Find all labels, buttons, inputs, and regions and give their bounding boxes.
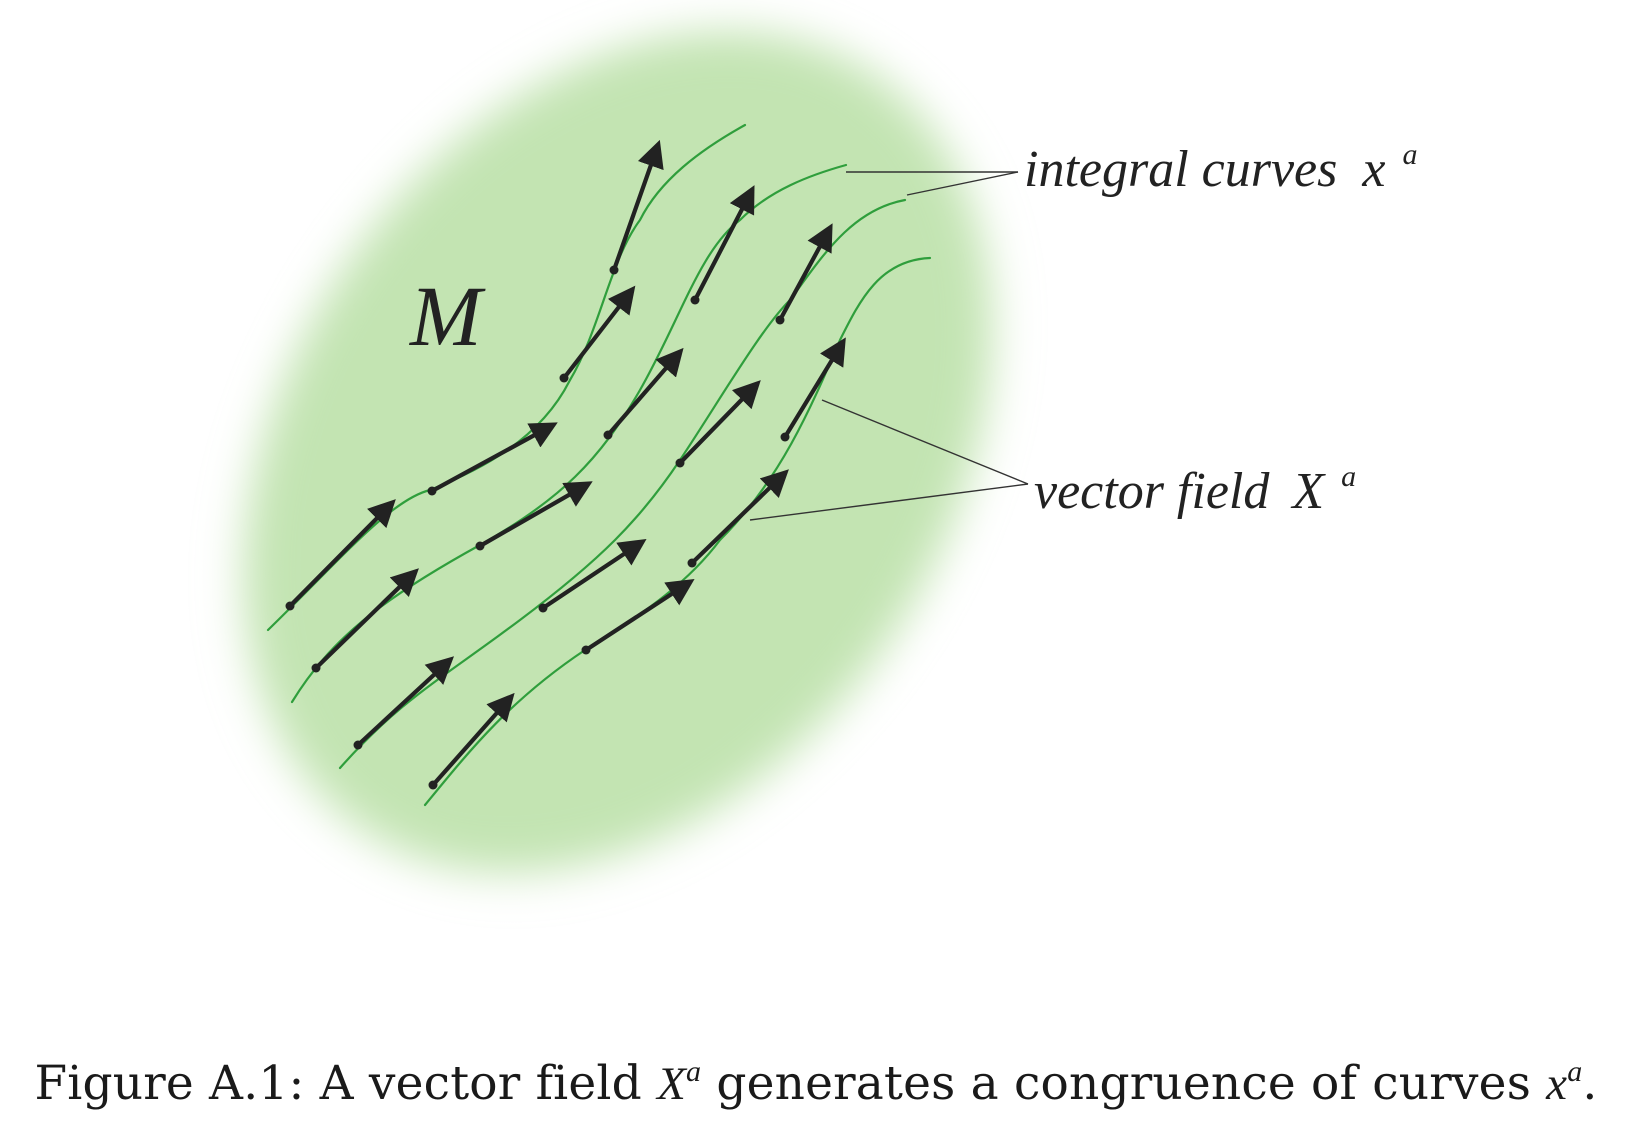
vector-field-diagram: M (244, 31, 1417, 873)
label-vector-field: vector field X a (1034, 460, 1356, 520)
vector-base-point (609, 265, 619, 275)
leader-vector-field (821, 399, 1029, 485)
vector-base-point (475, 541, 485, 551)
caption-middle: generates a congruence of curves (716, 1056, 1532, 1111)
vector-base-point (428, 780, 438, 790)
vector-arrow (561, 285, 636, 381)
leader-integral-curves-2 (906, 171, 1019, 196)
vector-arrow (782, 337, 846, 440)
vector-base-point (581, 645, 591, 655)
vector-arrow (611, 139, 664, 273)
vector-base-point (603, 430, 613, 440)
caption-symbol-x: xa (1546, 1055, 1583, 1110)
caption-symbol-X: Xa (657, 1055, 702, 1110)
vector-arrow (692, 185, 755, 303)
vector-arrow (313, 568, 419, 671)
vector-arrow (677, 380, 761, 466)
vector-base-point (775, 315, 785, 325)
vector-base-point (690, 295, 700, 305)
vector-arrow (430, 692, 515, 788)
vector-arrow (540, 538, 647, 611)
vector-base-point (780, 432, 790, 442)
leader-vector-field-2 (749, 483, 1029, 521)
vector-arrow (605, 347, 684, 438)
label-integral-curves: integral curves x a (1024, 138, 1417, 198)
caption-prefix: Figure A.1: A vector field (34, 1056, 642, 1111)
figure-caption: Figure A.1: A vector field Xa generates … (0, 1055, 1632, 1110)
vector-base-point (675, 458, 685, 468)
vector-base-point (687, 558, 697, 568)
caption-end: . (1582, 1056, 1598, 1111)
vector-arrow (583, 579, 695, 653)
vector-arrow (287, 499, 396, 609)
vector-field-arrows (285, 139, 846, 790)
vector-base-point (353, 740, 363, 750)
vector-arrow (477, 481, 593, 549)
vector-base-point (559, 373, 569, 383)
vector-base-point (538, 603, 548, 613)
vector-arrow (429, 422, 558, 494)
vector-base-point (311, 663, 321, 673)
vector-arrow (355, 656, 455, 748)
manifold-region (244, 31, 992, 873)
vector-base-point (427, 486, 437, 496)
region-label-m: M (408, 268, 486, 364)
vector-arrow (777, 223, 833, 323)
vector-arrow (689, 469, 789, 566)
vector-base-point (285, 601, 295, 611)
leader-lines (749, 171, 1029, 521)
